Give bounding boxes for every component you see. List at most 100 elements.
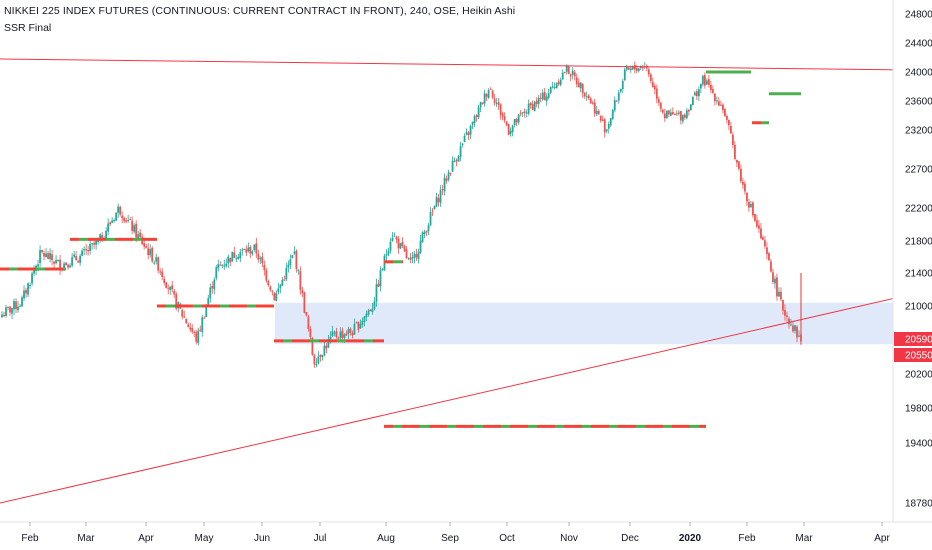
- candle-body: [83, 249, 86, 251]
- candle-body: [477, 107, 480, 118]
- candle-body: [301, 290, 304, 294]
- candle-body: [11, 308, 13, 314]
- candle-body: [9, 306, 11, 313]
- candle-body: [167, 288, 170, 290]
- price-axis-background[interactable]: [893, 0, 932, 522]
- candle-body: [583, 92, 586, 97]
- candle-body: [87, 249, 90, 252]
- candle-body: [209, 287, 212, 299]
- candle-body: [143, 243, 146, 247]
- candle-body: [131, 220, 134, 231]
- candle-body: [55, 260, 57, 264]
- candle-body: [790, 324, 792, 326]
- candle-body: [619, 88, 622, 92]
- candle-body: [183, 316, 186, 318]
- candle-body: [271, 290, 274, 292]
- candle-body: [443, 177, 446, 192]
- symbol-title[interactable]: NIKKEI 225 INDEX FUTURES (CONTINUOUS: CU…: [4, 5, 516, 17]
- candle-body: [571, 70, 574, 75]
- candle-body: [539, 97, 542, 99]
- candle-body: [730, 126, 732, 134]
- candle-body: [359, 323, 362, 329]
- x-tick-label: Feb: [738, 533, 756, 544]
- candle-body: [393, 235, 396, 237]
- price-axis[interactable]: 24800 24400 24000 23600 23200 22700 22200 21800…: [905, 10, 932, 510]
- candle-body: [161, 271, 164, 278]
- candle-body: [717, 101, 720, 106]
- trend-line-lower[interactable]: [0, 298, 894, 504]
- candle-body: [447, 172, 450, 180]
- candle-body: [277, 288, 280, 293]
- candle-body: [595, 110, 598, 115]
- candle-body: [371, 308, 374, 313]
- candle-body: [413, 253, 416, 258]
- candle-body: [315, 363, 318, 366]
- candle-body: [738, 161, 740, 169]
- candle-body: [713, 93, 716, 102]
- candle-body: [411, 256, 414, 259]
- candle-body: [239, 252, 242, 259]
- candle-body: [461, 143, 464, 145]
- x-tick-label: Oct: [499, 533, 515, 544]
- candle-body: [599, 115, 602, 121]
- candle-body: [671, 112, 674, 115]
- candle-body: [375, 284, 378, 302]
- candle-body: [459, 146, 462, 157]
- candle-body: [509, 130, 512, 134]
- candle-body: [43, 253, 45, 257]
- candle-body: [47, 253, 49, 259]
- candle-body: [557, 81, 560, 85]
- candle-body: [15, 301, 17, 310]
- candle-body: [543, 92, 546, 100]
- candle-body: [734, 144, 736, 160]
- candle-body: [481, 102, 484, 104]
- x-tick-label: 2020: [679, 533, 702, 544]
- candle-body: [231, 251, 234, 262]
- candle-body: [647, 69, 650, 75]
- candle-body: [665, 110, 668, 119]
- candle-body: [165, 282, 168, 289]
- candle-body: [495, 102, 498, 104]
- candle-body: [489, 88, 492, 90]
- candle-body: [715, 100, 718, 102]
- candle-body: [523, 111, 526, 114]
- candle-body: [193, 331, 196, 333]
- candle-body: [95, 240, 98, 245]
- x-tick-label: Apr: [874, 533, 890, 544]
- candle-body: [29, 284, 31, 286]
- candle-body: [655, 88, 658, 99]
- candle-body: [243, 248, 246, 250]
- candle-body: [774, 278, 776, 284]
- candle-body: [549, 87, 552, 93]
- candle-body: [507, 124, 510, 135]
- candle-body: [740, 168, 742, 182]
- candle-body: [111, 220, 114, 223]
- candle-body: [483, 93, 486, 104]
- candle-body: [135, 223, 138, 238]
- candle-body: [289, 259, 292, 266]
- candle-body: [45, 253, 47, 258]
- candle-body: [405, 249, 408, 259]
- x-tick-label: Sep: [441, 533, 459, 544]
- candle-body: [505, 121, 508, 126]
- candle-body: [431, 210, 434, 212]
- support-zone[interactable]: [275, 302, 893, 345]
- candle-body: [235, 258, 238, 260]
- candle-body: [697, 89, 700, 97]
- time-axis[interactable]: Feb Mar Apr May Jun Jul Aug Sep Oct Nov Dec 2020 Feb…: [21, 522, 890, 544]
- candle-body: [521, 112, 524, 114]
- trend-line-upper[interactable]: [0, 58, 894, 71]
- candle-body: [798, 335, 800, 337]
- candle-body: [449, 172, 452, 174]
- candle-body: [33, 270, 35, 274]
- candle-body: [293, 251, 296, 254]
- indicator-name[interactable]: SSR Final: [4, 22, 52, 34]
- candle-body: [633, 65, 636, 70]
- candle-body: [139, 232, 142, 238]
- candle-body: [593, 102, 596, 114]
- candle-body: [631, 66, 634, 70]
- y-tick-label: 19800: [905, 404, 932, 415]
- candle-body: [115, 212, 118, 221]
- candle-body: [121, 215, 124, 219]
